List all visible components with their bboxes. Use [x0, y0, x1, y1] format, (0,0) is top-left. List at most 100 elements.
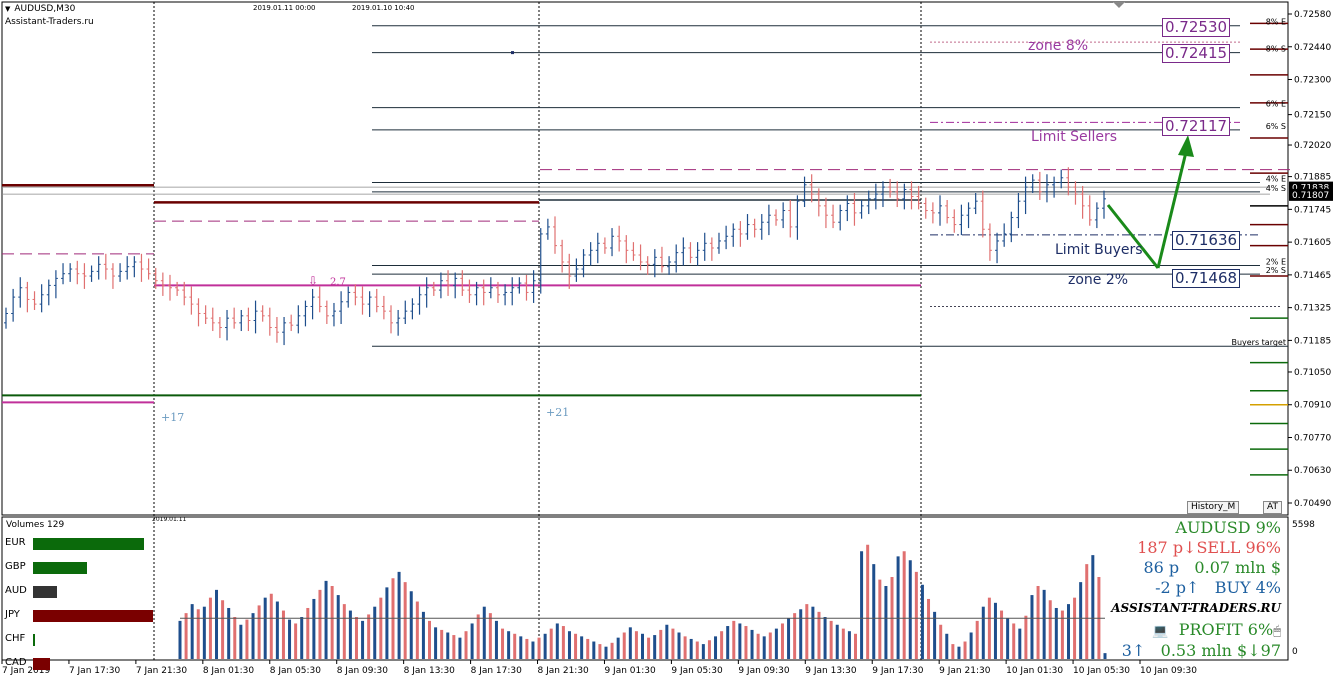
price-axis-label: 0.72580 — [1294, 10, 1331, 20]
price-axis-label: 0.72150 — [1294, 111, 1331, 121]
price-box-72415: 0.72415 — [1162, 44, 1231, 63]
date-marker-2: 2019.01.10 10:40 — [352, 4, 415, 12]
price-axis-label: 0.70770 — [1294, 433, 1331, 443]
info-last-b: 0.53 mln $↓97 — [1160, 641, 1281, 660]
currency-label-chf: CHF — [5, 633, 26, 644]
volumes-label: Volumes 129 — [6, 520, 65, 530]
symbol-label: AUDUSD,M30 — [5, 4, 75, 14]
price-axis-label: 0.71885 — [1294, 173, 1331, 183]
time-axis-label: 8 Jan 09:30 — [337, 666, 389, 676]
price-axis-label: 0.72300 — [1294, 76, 1331, 86]
info-buy-row: -2 p↑ BUY 4% — [1155, 578, 1281, 597]
time-axis-label: 7 Jan 2019 — [2, 666, 50, 676]
level-tag: 6% E — [1266, 100, 1286, 109]
time-axis-label: 10 Jan 01:30 — [1006, 666, 1063, 676]
green-arrow-down — [1106, 204, 1160, 269]
currency-bar-chf — [33, 634, 35, 646]
plus-21-label: +21 — [546, 406, 570, 419]
limit-buyers-label: Limit Buyers — [1055, 242, 1143, 258]
price-box-72530: 0.72530 — [1162, 18, 1231, 37]
info-86p-row: 86 p 0.07 mln $ — [1143, 558, 1281, 577]
green-arrow-up — [1156, 151, 1188, 269]
price-axis-label: 0.71050 — [1294, 368, 1331, 378]
time-axis-label: 9 Jan 21:30 — [939, 666, 991, 676]
info-buy: BUY 4% — [1214, 578, 1281, 597]
small-dot — [511, 51, 514, 55]
info-site: ASSISTANT-TRADERS.RU — [1111, 601, 1281, 615]
info-profit: PROFIT 6% — [1178, 620, 1274, 639]
info-86p: 86 p — [1143, 558, 1180, 577]
price-tag-text: 0.71838 — [1292, 184, 1329, 194]
time-axis-label: 8 Jan 17:30 — [471, 666, 523, 676]
price-axis-label: 0.72020 — [1294, 141, 1331, 151]
level-tag: 4% E — [1266, 174, 1286, 183]
currency-label-gbp: GBP — [5, 561, 26, 572]
currency-bar-jpy — [33, 610, 153, 622]
date-marker-1: 2019.01.11 00:00 — [253, 4, 316, 12]
volume-plot-frame — [1, 516, 1289, 661]
price-axis-label: 0.70910 — [1294, 401, 1331, 411]
price-box-72117: 0.72117 — [1162, 117, 1231, 136]
price-tag-text: 0.71807 — [1292, 191, 1329, 201]
time-axis-label: 9 Jan 09:30 — [738, 666, 790, 676]
currency-bar-aud — [33, 586, 57, 598]
main-plot-frame — [1, 1, 1289, 516]
level-tag: 4% S — [1266, 184, 1286, 193]
level-tag: 6% S — [1266, 122, 1286, 131]
info-mln1: 0.07 mln $ — [1194, 558, 1281, 577]
time-axis-label: 9 Jan 05:30 — [671, 666, 723, 676]
price-axis-label: 0.70630 — [1294, 466, 1331, 476]
time-axis-label: 8 Jan 21:30 — [538, 666, 590, 676]
info-last-row: 3↑ 0.53 mln $↓97 — [1122, 641, 1281, 660]
currency-label-aud: AUD — [5, 585, 27, 596]
price-axis-label: 0.71465 — [1294, 271, 1331, 281]
price-axis-label: 0.71605 — [1294, 238, 1331, 248]
price-axis-label: 0.72440 — [1294, 43, 1331, 53]
time-axis-label: 9 Jan 17:30 — [872, 666, 924, 676]
info-profit-row: 💻 PROFIT 6%🖱 — [1152, 620, 1281, 639]
time-axis-label: 9 Jan 01:30 — [604, 666, 656, 676]
marker-2-7: 2.7 — [330, 277, 346, 288]
small-date-marker: 2019.01.11 — [152, 516, 187, 523]
currency-label-cad: CAD — [5, 657, 27, 668]
currency-bar-cad — [33, 658, 50, 670]
time-axis-label: 9 Jan 13:30 — [805, 666, 857, 676]
time-axis-label: 8 Jan 01:30 — [203, 666, 255, 676]
info-sell: 187 p↓SELL 96% — [1137, 538, 1281, 557]
price-axis-label: 0.71325 — [1294, 304, 1331, 314]
level-tag: 2% E — [1266, 258, 1286, 267]
level-tag: 2% S — [1266, 266, 1286, 275]
volume-zero-label: 0 — [1292, 647, 1298, 657]
laptop-icon: 💻 — [1152, 624, 1169, 639]
top-triangle-icon — [1113, 2, 1125, 8]
currency-label-jpy: JPY — [5, 609, 20, 620]
at-button[interactable]: AT — [1263, 501, 1282, 514]
plus-17-label: +17 — [161, 411, 185, 424]
price-box-71468: 0.71468 — [1172, 269, 1241, 288]
info-title: AUDUSD 9% — [1175, 518, 1281, 537]
currency-bar-gbp — [33, 562, 87, 574]
info-last-a: 3↑ — [1121, 641, 1146, 660]
price-box-71636: 0.71636 — [1172, 231, 1241, 250]
level-tag: 8% S — [1266, 45, 1286, 54]
level-tag: 8% E — [1266, 18, 1286, 27]
current-price-tag — [1289, 188, 1333, 201]
currency-label-eur: EUR — [5, 537, 26, 548]
arrow-head-icon — [1178, 135, 1194, 157]
down-arrow-icon: ⇩ — [308, 274, 319, 288]
limit-sellers-label: Limit Sellers — [1031, 129, 1118, 145]
history-button[interactable]: History_M — [1187, 501, 1240, 514]
zone-8-label: zone 8% — [1028, 38, 1089, 54]
price-axis-label: 0.71745 — [1294, 205, 1331, 215]
site-label: Assistant-Traders.ru — [5, 17, 94, 27]
time-axis-label: 10 Jan 05:30 — [1073, 666, 1130, 676]
volume-max-label: 5598 — [1292, 520, 1315, 530]
time-axis-label: 8 Jan 05:30 — [270, 666, 322, 676]
time-axis-label: 7 Jan 21:30 — [136, 666, 188, 676]
currency-bar-eur — [33, 538, 144, 550]
mouse-icon: 🖱 — [1273, 624, 1281, 639]
time-axis-label: 8 Jan 13:30 — [404, 666, 456, 676]
time-axis-label: 10 Jan 09:30 — [1140, 666, 1197, 676]
level-tag: Buyers target — [1231, 338, 1286, 347]
